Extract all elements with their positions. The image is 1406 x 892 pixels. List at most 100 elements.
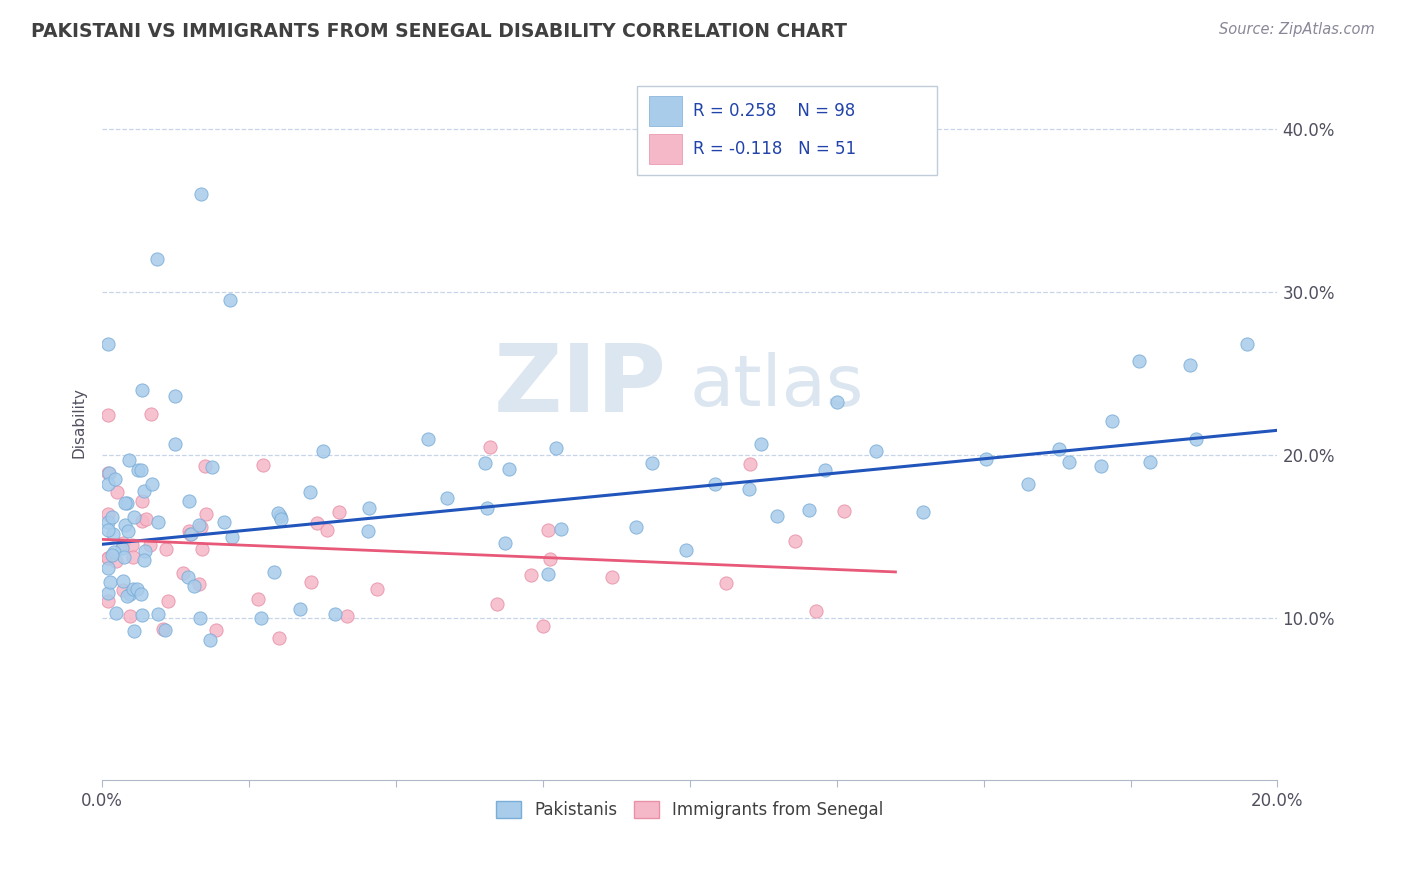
Point (132, 553, 155, 567)
Point (1047, 442, 1070, 457)
Point (323, 607, 346, 621)
Point (531, 618, 554, 632)
Point (797, 503, 820, 517)
Point (188, 611, 211, 625)
Text: PAKISTANI VS IMMIGRANTS FROM SENEGAL DISABILITY CORRELATION CHART: PAKISTANI VS IMMIGRANTS FROM SENEGAL DIS… (31, 22, 846, 41)
Point (131, 607, 153, 622)
Y-axis label: Disability: Disability (72, 387, 86, 458)
Point (675, 542, 697, 557)
Point (198, 632, 221, 647)
Point (204, 624, 226, 638)
Point (474, 456, 496, 470)
Point (436, 491, 458, 505)
Point (155, 542, 177, 557)
Point (194, 458, 217, 473)
Text: atlas: atlas (690, 351, 865, 421)
Point (602, 569, 624, 583)
Point (98, 575, 121, 590)
Point (101, 527, 124, 541)
Text: ZIP: ZIP (494, 341, 666, 433)
Point (537, 567, 560, 582)
Point (141, 477, 163, 491)
Point (1128, 354, 1150, 368)
Bar (648, 96, 682, 127)
Point (129, 463, 152, 477)
Point (1101, 414, 1123, 428)
Point (188, 577, 211, 591)
Point (766, 509, 789, 524)
Point (97, 477, 120, 491)
Point (299, 574, 322, 589)
Point (146, 252, 169, 267)
Point (124, 510, 146, 524)
Point (305, 516, 328, 530)
Point (97, 594, 120, 608)
Point (416, 432, 439, 446)
Point (357, 524, 380, 538)
Point (179, 526, 201, 541)
Point (122, 624, 145, 638)
Point (738, 457, 761, 471)
Point (97, 408, 120, 422)
Point (115, 589, 138, 603)
Point (269, 631, 291, 645)
Point (104, 472, 127, 486)
Point (112, 549, 135, 564)
Point (357, 501, 380, 516)
Point (1178, 358, 1201, 372)
Point (120, 608, 142, 623)
Point (97, 515, 120, 529)
Point (114, 496, 136, 510)
Point (134, 544, 156, 558)
Point (190, 520, 212, 534)
Point (131, 514, 153, 528)
Point (298, 484, 321, 499)
Point (246, 592, 269, 607)
Point (135, 512, 157, 526)
Point (336, 609, 359, 624)
Point (219, 293, 242, 307)
Point (263, 566, 285, 580)
Point (179, 493, 201, 508)
Point (783, 534, 806, 549)
Point (111, 582, 134, 597)
Point (183, 579, 205, 593)
Point (312, 444, 335, 458)
Point (194, 507, 217, 521)
Point (814, 462, 837, 476)
Legend: Pakistanis, Immigrants from Senegal: Pakistanis, Immigrants from Senegal (489, 794, 890, 826)
Point (537, 523, 560, 537)
Point (132, 483, 155, 498)
Point (315, 524, 337, 538)
Point (177, 570, 200, 584)
Point (97, 585, 120, 599)
Point (486, 597, 509, 611)
FancyBboxPatch shape (637, 86, 936, 175)
Point (214, 515, 236, 529)
Point (641, 456, 664, 470)
Point (269, 509, 291, 524)
Point (749, 437, 772, 451)
Point (494, 535, 516, 549)
Point (912, 505, 935, 519)
Point (138, 538, 160, 552)
Point (475, 500, 498, 515)
Point (103, 544, 125, 558)
Point (1236, 337, 1258, 351)
Point (190, 187, 212, 202)
Point (129, 587, 152, 601)
Point (366, 582, 388, 596)
Point (832, 503, 855, 517)
Point (115, 496, 138, 510)
Point (114, 517, 136, 532)
Point (97, 466, 120, 480)
Point (97, 524, 120, 538)
Point (122, 582, 145, 597)
Point (117, 524, 139, 538)
Point (163, 389, 186, 403)
Point (550, 522, 572, 536)
Point (478, 440, 501, 454)
Point (221, 530, 243, 544)
Point (538, 552, 561, 566)
Point (865, 444, 887, 458)
